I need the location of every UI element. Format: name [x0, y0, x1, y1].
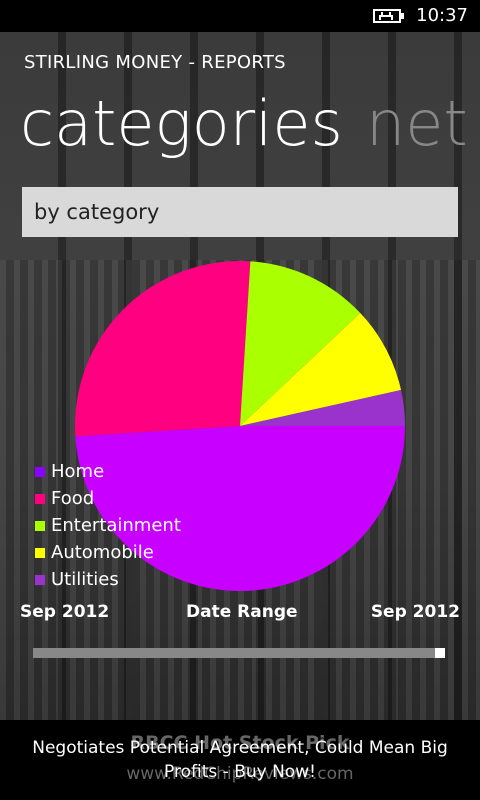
date-range-slider[interactable]: [33, 648, 445, 658]
legend-item-home: Home: [35, 458, 181, 485]
pie-chart: [75, 261, 405, 591]
pie-slice-home: [75, 426, 405, 591]
date-range-end: Sep 2012: [370, 602, 460, 622]
legend-label: Entertainment: [51, 515, 181, 536]
slider-thumb[interactable]: [435, 648, 445, 658]
legend-label: Utilities: [51, 569, 119, 590]
date-range-start: Sep 2012: [20, 602, 110, 622]
legend-swatch: [35, 466, 45, 477]
pie-slice-utilities: [240, 390, 405, 426]
pivot-tab-categories[interactable]: categories: [20, 87, 343, 160]
legend-label: Home: [51, 461, 105, 482]
legend-swatch: [35, 574, 45, 585]
legend-swatch: [35, 547, 45, 558]
clock: 10:37: [416, 5, 468, 26]
legend-label: Food: [51, 488, 95, 509]
report-type-picker[interactable]: by category: [22, 187, 458, 237]
status-bar: 10:37: [0, 0, 480, 32]
legend-item-automobile: Automobile: [35, 539, 181, 566]
date-range-row: Sep 2012 Date Range Sep 2012: [20, 602, 460, 628]
pie-slice-food: [75, 261, 251, 437]
legend-item-entertainment: Entertainment: [35, 512, 181, 539]
chart-legend: Home Food Entertainment Automobile Utili…: [35, 458, 181, 593]
pie-slice-automobile: [240, 313, 402, 426]
ad-text-line1: Negotiates Potential Agreement, Could Me…: [32, 738, 448, 758]
ad-banner[interactable]: RBCC Hot Stock Pick www.RedChipReviews.c…: [0, 720, 480, 800]
pivot-header: categories net: [20, 84, 480, 164]
battery-charging-icon: [373, 9, 404, 23]
app-title: STIRLING MONEY - REPORTS: [24, 52, 286, 73]
legend-label: Automobile: [51, 542, 154, 563]
date-range-label: Date Range: [186, 602, 298, 622]
ad-headline: RBCC Hot Stock Pick: [130, 732, 350, 754]
pie-slice-entertainment: [240, 261, 361, 426]
ad-url: www.RedChipReviews.com: [126, 764, 354, 784]
legend-swatch: [35, 493, 45, 504]
legend-swatch: [35, 520, 45, 531]
legend-item-utilities: Utilities: [35, 566, 181, 593]
ad-text-line2: Profits - Buy Now!: [164, 762, 316, 782]
pivot-tab-net[interactable]: net: [365, 87, 468, 160]
legend-item-food: Food: [35, 485, 181, 512]
